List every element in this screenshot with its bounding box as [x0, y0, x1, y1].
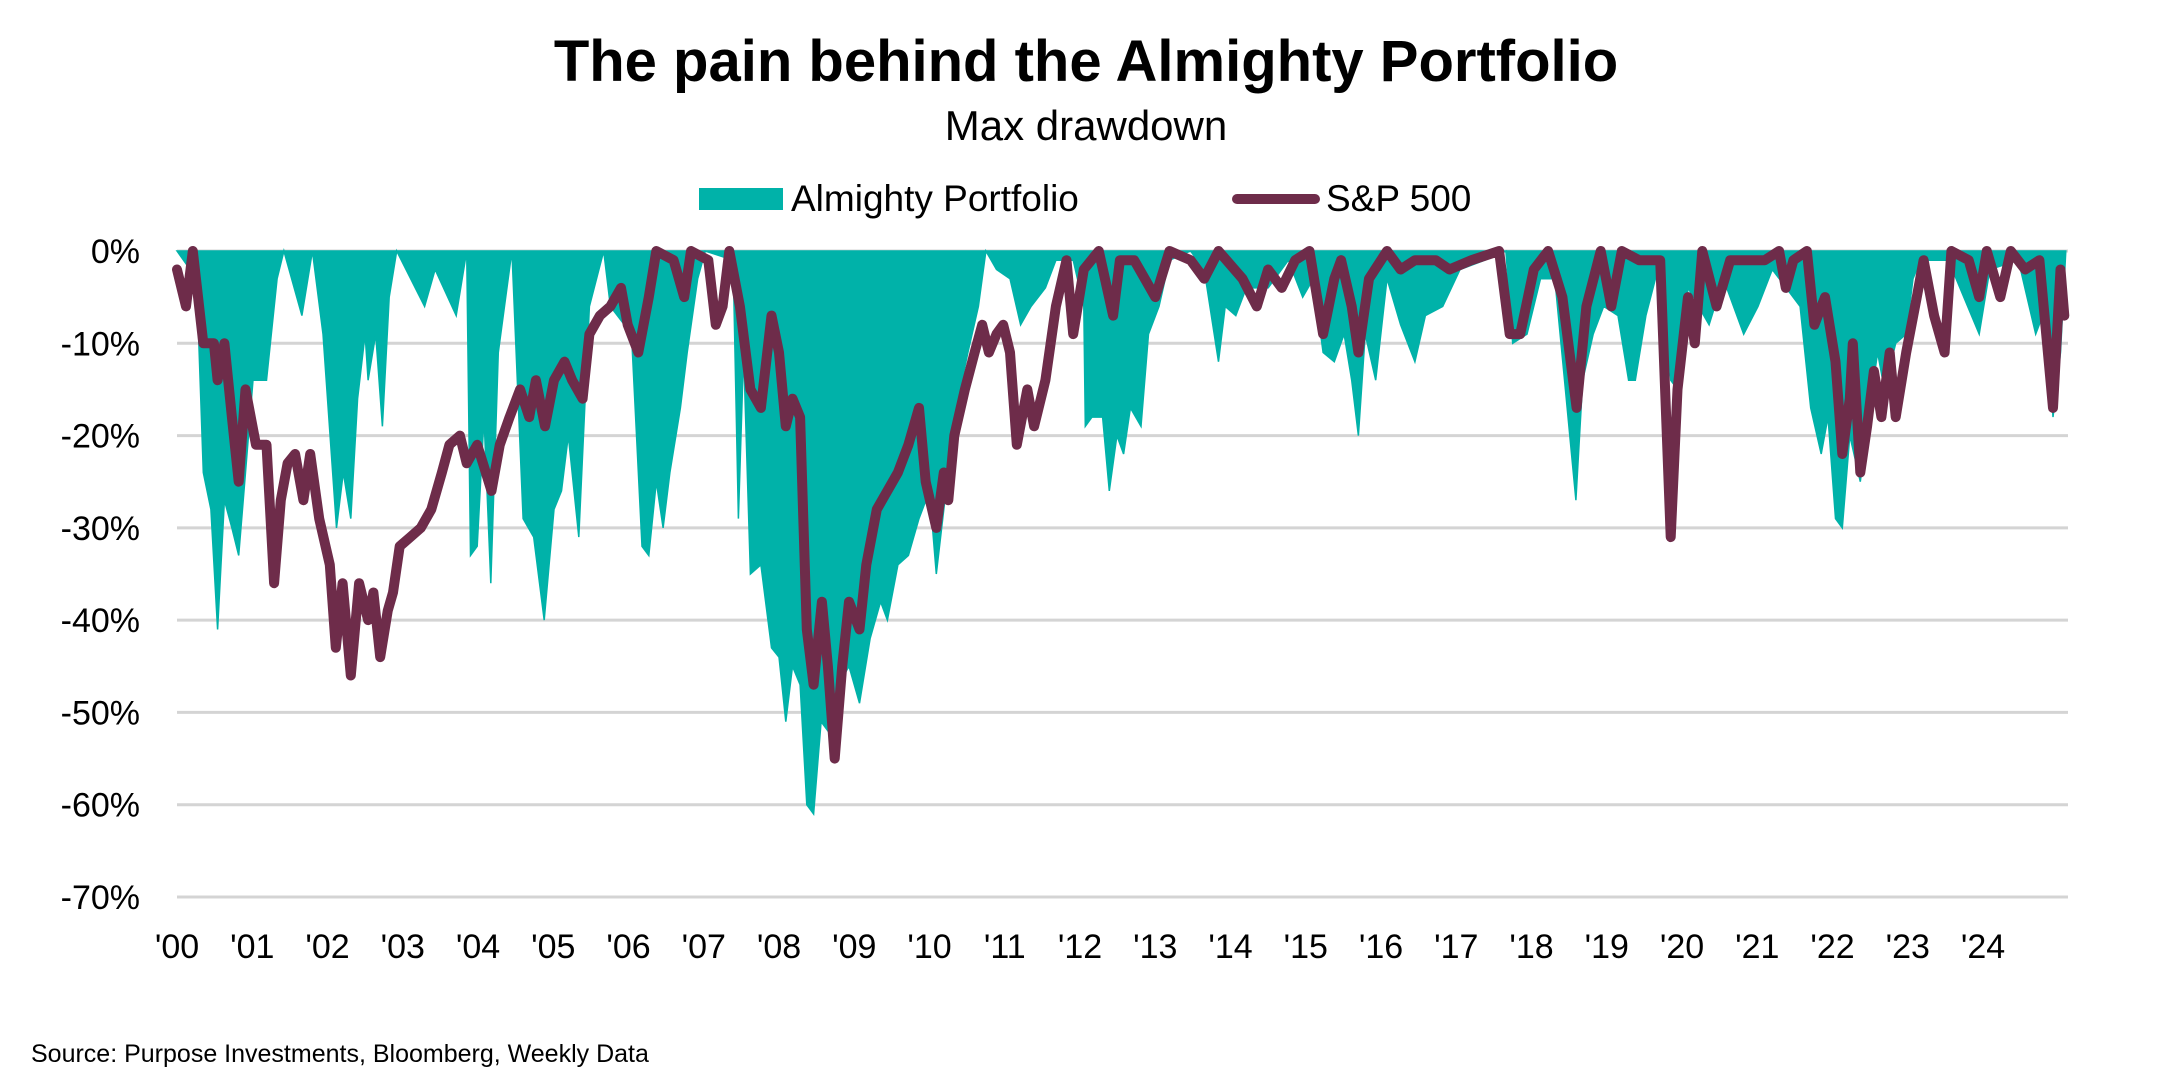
- y-tick-label: -40%: [61, 602, 140, 640]
- legend-item-almighty: Almighty Portfolio: [699, 178, 1079, 220]
- x-tick-label: '11: [984, 928, 1026, 966]
- almighty-portfolio-area: [175, 248, 2067, 816]
- sp500-line: [172, 246, 2070, 764]
- x-tick-label: '21: [1735, 928, 1779, 966]
- x-tick-label: '14: [1208, 928, 1252, 966]
- legend-swatch-line: [1232, 194, 1320, 204]
- legend-swatch-area: [699, 188, 783, 210]
- x-tick-label: '07: [682, 928, 726, 966]
- x-tick-label: '02: [305, 928, 349, 966]
- x-tick-label: '13: [1133, 928, 1177, 966]
- x-tick-label: '19: [1585, 928, 1629, 966]
- x-tick-label: '01: [230, 928, 274, 966]
- x-tick-label: '23: [1886, 928, 1930, 966]
- y-tick-label: -60%: [61, 787, 140, 825]
- x-tick-label: '03: [381, 928, 425, 966]
- x-tick-label: '06: [606, 928, 650, 966]
- x-tick-label: '18: [1509, 928, 1553, 966]
- legend-item-sp500: S&P 500: [1232, 178, 1471, 220]
- y-tick-label: -10%: [61, 325, 140, 363]
- chart-title: The pain behind the Almighty Portfolio: [553, 29, 1619, 94]
- x-tick-label: '12: [1058, 928, 1102, 966]
- x-tick-label: '10: [907, 928, 951, 966]
- x-tick-label: '22: [1810, 928, 1854, 966]
- x-tick-label: '24: [1961, 928, 2005, 966]
- legend-label: Almighty Portfolio: [791, 178, 1079, 219]
- x-tick-label: '08: [757, 928, 801, 966]
- x-tick-label: '20: [1660, 928, 1704, 966]
- y-tick-label: -50%: [61, 694, 140, 732]
- chart-subtitle: Max drawdown: [944, 102, 1228, 149]
- y-tick-label: -30%: [61, 510, 140, 548]
- x-tick-label: '00: [155, 928, 199, 966]
- legend-label: S&P 500: [1326, 178, 1472, 219]
- x-tick-label: '09: [832, 928, 876, 966]
- x-tick-label: '15: [1284, 928, 1328, 966]
- legend: Almighty Portfolio S&P 500: [0, 178, 2172, 222]
- source-note: Source: Purpose Investments, Bloomberg, …: [31, 1040, 649, 1068]
- y-tick-label: -70%: [61, 879, 140, 917]
- y-tick-label: -20%: [61, 418, 140, 456]
- x-tick-label: '05: [531, 928, 575, 966]
- x-tick-label: '04: [456, 928, 500, 966]
- y-tick-label: 0%: [91, 233, 140, 271]
- x-tick-label: '16: [1359, 928, 1403, 966]
- x-tick-label: '17: [1434, 928, 1478, 966]
